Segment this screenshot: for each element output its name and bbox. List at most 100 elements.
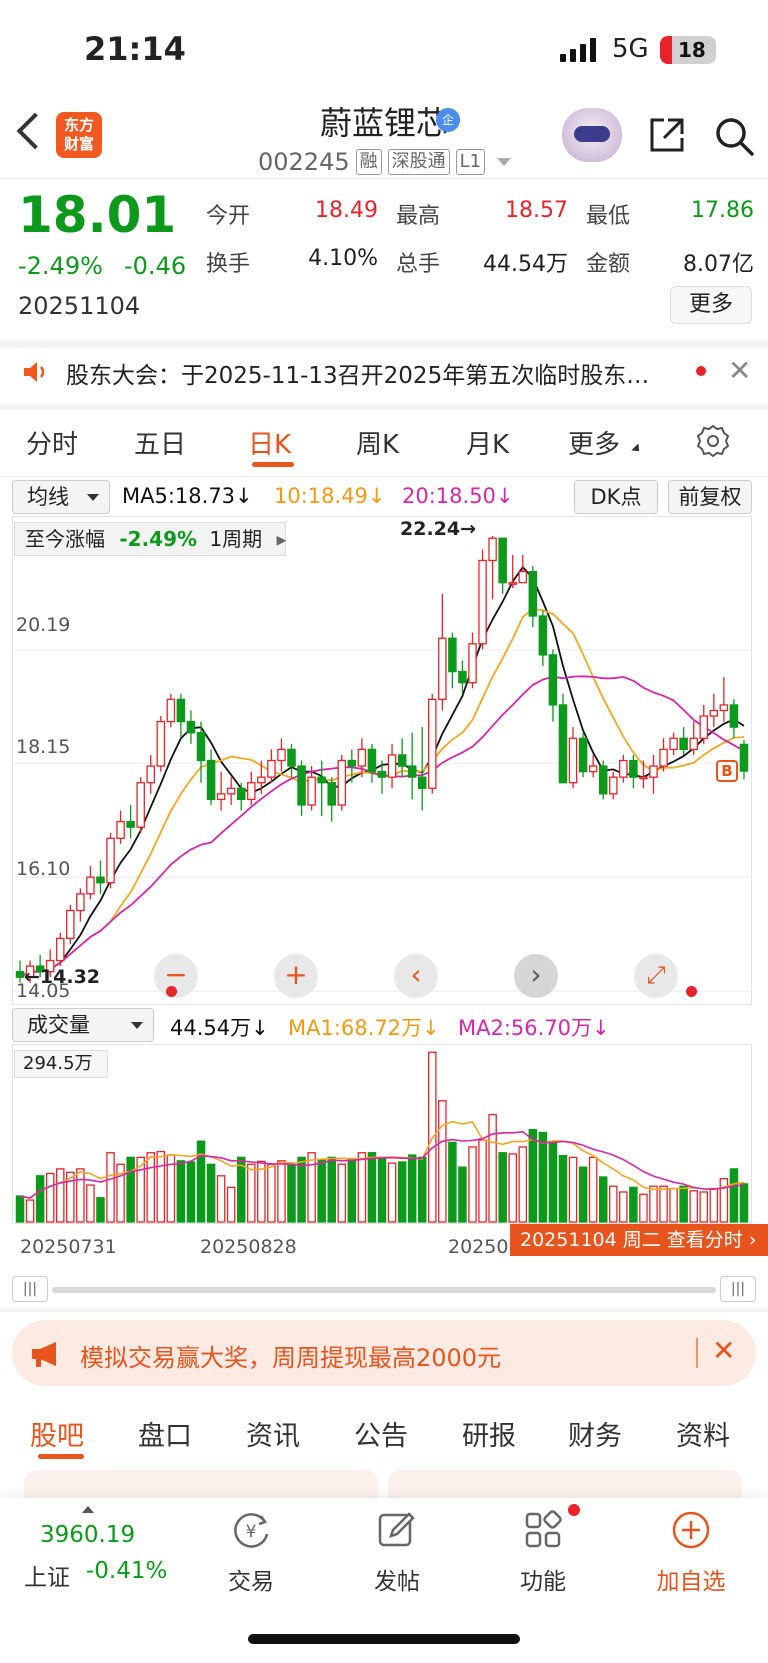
scroll-handle-right[interactable]: ||| bbox=[720, 1276, 756, 1302]
volume-bar bbox=[669, 1187, 678, 1223]
candle-body bbox=[679, 737, 688, 751]
notification-dot bbox=[568, 1504, 580, 1516]
amount-label: 金额 bbox=[586, 252, 631, 277]
candle bbox=[277, 738, 286, 772]
volume-bar bbox=[76, 1168, 85, 1223]
nav-post[interactable]: 发帖 bbox=[342, 1508, 452, 1596]
change-amount: -0.46 bbox=[124, 252, 187, 280]
notice-text[interactable]: 股东大会：于2025-11-13召开2025年第五次临时股东大会 bbox=[66, 363, 666, 389]
close-icon[interactable]: ✕ bbox=[728, 354, 752, 387]
candle bbox=[538, 610, 548, 667]
volume-bar bbox=[538, 1131, 548, 1223]
volume-bar bbox=[739, 1183, 749, 1223]
candle bbox=[588, 754, 598, 778]
volume-bar bbox=[35, 1175, 45, 1223]
buy-marker[interactable]: B bbox=[716, 760, 738, 782]
tab-intraday[interactable]: 分时 bbox=[26, 430, 79, 460]
pan-right-button[interactable]: › bbox=[514, 954, 558, 998]
nav-add-watchlist[interactable]: 加自选 bbox=[636, 1508, 746, 1596]
candle-body bbox=[608, 776, 618, 795]
ma-select[interactable]: 均线 bbox=[12, 480, 110, 514]
volume-bar bbox=[287, 1164, 296, 1223]
volume-bar bbox=[488, 1113, 497, 1223]
kline-chart[interactable] bbox=[12, 516, 752, 1005]
nav-trade[interactable]: ¥ 交易 bbox=[196, 1508, 306, 1596]
adjust-button[interactable]: 前复权 bbox=[668, 480, 752, 514]
tab-forum[interactable]: 股吧 bbox=[30, 1421, 84, 1452]
stock-code-row[interactable]: 002245 融 深股通 L1 bbox=[258, 148, 512, 176]
candle bbox=[659, 738, 668, 772]
tab-five-day[interactable]: 五日 bbox=[134, 430, 187, 460]
candle-body bbox=[468, 643, 477, 684]
tab-weekly-k[interactable]: 周K bbox=[356, 430, 400, 460]
candle-body bbox=[317, 776, 326, 784]
candle-body bbox=[659, 748, 668, 767]
volume-bar bbox=[478, 1139, 487, 1223]
gear-icon[interactable] bbox=[696, 424, 730, 458]
candle-body bbox=[25, 965, 35, 978]
tab-more[interactable]: 更多 bbox=[568, 430, 621, 460]
turnover-value: 4.10% bbox=[308, 246, 378, 271]
tab-daily-k[interactable]: 日K bbox=[248, 430, 292, 460]
volume-bar bbox=[417, 1156, 427, 1223]
candle bbox=[367, 743, 377, 783]
volume-bar bbox=[608, 1185, 618, 1223]
home-indicator bbox=[248, 1634, 520, 1644]
candle-body bbox=[689, 737, 698, 751]
candle bbox=[236, 782, 246, 811]
tag-connect: 深股通 bbox=[387, 149, 450, 175]
volume-bar bbox=[96, 1197, 105, 1223]
candle-body bbox=[156, 720, 166, 767]
volume-bar bbox=[639, 1193, 648, 1223]
ai-assistant-icon[interactable] bbox=[562, 108, 622, 162]
candle bbox=[247, 771, 256, 805]
promo-banner[interactable] bbox=[12, 1320, 756, 1386]
candle bbox=[669, 732, 678, 755]
zoom-out-button[interactable]: − bbox=[154, 954, 198, 998]
tab-financials[interactable]: 财务 bbox=[568, 1421, 622, 1452]
candle bbox=[488, 536, 497, 600]
add-circle-icon bbox=[672, 1511, 710, 1549]
tab-news[interactable]: 资讯 bbox=[246, 1421, 300, 1452]
candle bbox=[548, 649, 558, 722]
index-value[interactable]: 3960.19 bbox=[40, 1522, 136, 1548]
share-icon[interactable] bbox=[648, 116, 686, 154]
y-tick-4: 14.05 bbox=[16, 980, 71, 1002]
chart-scrollbar[interactable]: ||| ||| bbox=[12, 1276, 756, 1302]
view-intraday-button[interactable]: 20251104 周二 查看分时 › bbox=[510, 1224, 768, 1256]
volume-chart-frame[interactable] bbox=[12, 1044, 752, 1224]
volume-chart[interactable] bbox=[12, 1044, 752, 1224]
zoom-in-button[interactable]: + bbox=[274, 954, 318, 998]
candle bbox=[337, 754, 347, 811]
candle bbox=[206, 749, 216, 805]
volume-bar bbox=[226, 1186, 236, 1223]
search-icon[interactable] bbox=[714, 116, 754, 156]
more-quote-button[interactable]: 更多 bbox=[670, 286, 752, 324]
close-icon[interactable]: ✕ bbox=[712, 1334, 736, 1367]
tab-announcements[interactable]: 公告 bbox=[354, 1421, 408, 1452]
tab-research[interactable]: 研报 bbox=[462, 1421, 516, 1452]
chevron-right-icon: ▸ bbox=[276, 527, 287, 551]
volume-bar bbox=[689, 1190, 698, 1223]
candle bbox=[448, 632, 457, 689]
tab-monthly-k[interactable]: 月K bbox=[466, 430, 510, 460]
kline-chart-frame[interactable] bbox=[12, 516, 752, 1005]
nav-functions[interactable]: 功能 bbox=[488, 1508, 598, 1596]
candle bbox=[679, 727, 688, 755]
period-gain-box[interactable]: 至今涨幅 -2.49% 1周期 ▸ bbox=[14, 522, 287, 556]
candle bbox=[126, 804, 135, 839]
fullscreen-button[interactable]: ⤢ bbox=[634, 954, 678, 998]
index-name[interactable]: 上证 bbox=[24, 1565, 70, 1591]
volume-bar bbox=[297, 1156, 306, 1223]
volume-select[interactable]: 成交量 bbox=[12, 1008, 154, 1042]
tab-profile[interactable]: 资料 bbox=[676, 1421, 730, 1452]
volume-bar bbox=[588, 1156, 598, 1223]
tab-order-book[interactable]: 盘口 bbox=[138, 1421, 192, 1452]
dk-point-button[interactable]: DK点 bbox=[574, 480, 658, 514]
index-change[interactable]: -0.41% bbox=[86, 1558, 168, 1584]
candle bbox=[297, 760, 306, 817]
scroll-handle-left[interactable]: ||| bbox=[12, 1276, 48, 1302]
pan-left-button[interactable]: ‹ bbox=[394, 954, 438, 998]
volume-bar bbox=[729, 1168, 739, 1223]
yen-exchange-icon: ¥ bbox=[234, 1513, 269, 1548]
